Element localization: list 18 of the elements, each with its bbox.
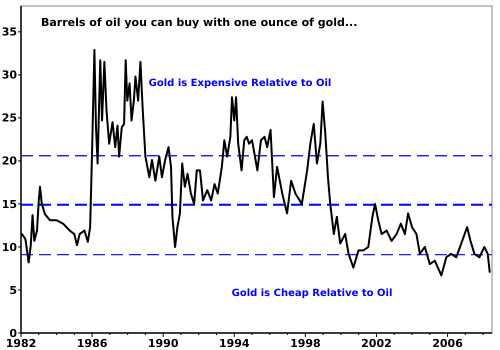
y-tick-label: 0 [9, 326, 18, 340]
y-tick-label: 5 [9, 284, 17, 297]
y-tick-label: 15 [2, 198, 17, 211]
y-tick-label: 10 [2, 240, 18, 254]
y-tick-label: 20 [2, 154, 18, 168]
y-tick-label: 30 [2, 68, 18, 82]
x-tick-label: 2006 [432, 337, 464, 350]
y-tick-label: 35 [2, 26, 17, 39]
x-tick-label: 2002 [361, 337, 392, 350]
text: Barrels of oil you can buy with one ounce of gold... [41, 16, 358, 29]
annotation: Gold is Expensive Relative to Oil [148, 78, 332, 89]
x-tick-label: 1994 [218, 337, 250, 350]
annotation: Gold is Cheap Relative to Oil [232, 288, 392, 299]
y-tick-label: 25 [2, 112, 17, 125]
x-tick-label: 1990 [148, 337, 179, 350]
x-tick-label: 1982 [6, 337, 36, 350]
x-tick-label: 1986 [76, 337, 108, 350]
x-tick-label: 1998 [290, 337, 321, 350]
